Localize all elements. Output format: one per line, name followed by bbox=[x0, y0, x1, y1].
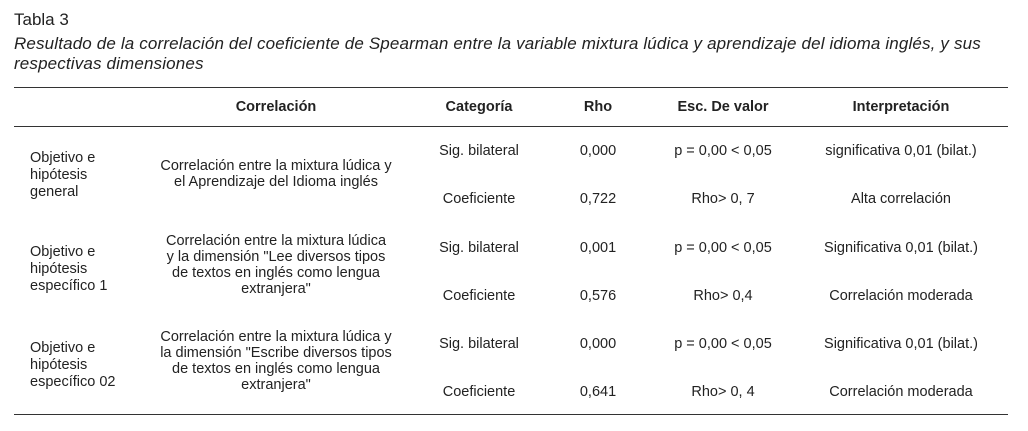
interpretacion-cell: Alta correlación bbox=[851, 191, 951, 207]
esc-valor-cell: Rho> 0, 7 bbox=[691, 191, 755, 207]
objetivo-line: Objetivo e bbox=[30, 340, 96, 356]
correlacion-line: extranjera" bbox=[241, 377, 311, 393]
header-rho: Rho bbox=[583, 99, 613, 115]
objetivo-line: específico 1 bbox=[30, 278, 108, 294]
interpretacion-cell: Correlación moderada bbox=[829, 288, 973, 304]
header-categoria: Categoría bbox=[445, 99, 513, 115]
esc-valor-cell: p = 0,00 < 0,05 bbox=[674, 240, 772, 256]
header-esc-valor: Esc. De valor bbox=[677, 99, 769, 115]
objetivo-line: Objetivo e bbox=[30, 150, 96, 166]
bottom-rule bbox=[14, 414, 1008, 415]
correlacion-line: Correlación entre la mixtura lúdica y bbox=[160, 158, 392, 174]
categoria-cell: Coeficiente bbox=[442, 288, 516, 304]
rho-cell: 0,001 bbox=[579, 240, 617, 256]
categoria-cell: Coeficiente bbox=[442, 191, 516, 207]
interpretacion-cell: Significativa 0,01 (bilat.) bbox=[824, 336, 978, 352]
correlacion-line: de textos en inglés como lengua bbox=[172, 265, 380, 281]
esc-valor-cell: Rho> 0,4 bbox=[693, 288, 753, 304]
objetivo-line: Objetivo e bbox=[30, 244, 96, 260]
correlacion-line: de textos en inglés como lengua bbox=[172, 361, 380, 377]
esc-valor-cell: p = 0,00 < 0,05 bbox=[674, 336, 772, 352]
table-caption: Resultado de la correlación del coeficie… bbox=[14, 34, 981, 73]
esc-valor-cell: Rho> 0, 4 bbox=[691, 384, 755, 400]
rho-cell: 0,576 bbox=[579, 288, 617, 304]
objetivo-line: hipótesis bbox=[30, 357, 88, 373]
rho-cell: 0,000 bbox=[579, 143, 617, 159]
interpretacion-cell: Significativa 0,01 (bilat.) bbox=[824, 240, 978, 256]
correlacion-line: Correlación entre la mixtura lúdica bbox=[165, 233, 387, 249]
correlacion-line: la dimensión "Escribe diversos tipos bbox=[160, 345, 392, 361]
correlacion-line: el Aprendizaje del Idioma inglés bbox=[174, 174, 378, 190]
esc-valor-cell: p = 0,00 < 0,05 bbox=[674, 143, 772, 159]
objetivo-line: hipótesis bbox=[30, 167, 88, 183]
correlacion-line: y la dimensión "Lee diversos tipos bbox=[166, 249, 386, 265]
top-rule bbox=[14, 87, 1008, 88]
objetivo-line: hipótesis bbox=[30, 261, 88, 277]
objetivo-line: general bbox=[30, 184, 79, 200]
objetivo-line: específico 02 bbox=[30, 374, 116, 390]
interpretacion-cell: Correlación moderada bbox=[829, 384, 973, 400]
categoria-cell: Sig. bilateral bbox=[439, 143, 519, 159]
interpretacion-cell: significativa 0,01 (bilat.) bbox=[825, 143, 977, 159]
categoria-cell: Coeficiente bbox=[442, 384, 516, 400]
header-rule bbox=[14, 126, 1008, 127]
table-label: Tabla 3 bbox=[14, 10, 69, 29]
categoria-cell: Sig. bilateral bbox=[439, 240, 519, 256]
rho-cell: 0,641 bbox=[579, 384, 617, 400]
categoria-cell: Sig. bilateral bbox=[439, 336, 519, 352]
header-correlacion: Correlación bbox=[235, 99, 317, 115]
correlacion-line: extranjera" bbox=[241, 281, 311, 297]
header-interpretacion: Interpretación bbox=[852, 99, 950, 115]
rho-cell: 0,722 bbox=[579, 191, 617, 207]
rho-cell: 0,000 bbox=[579, 336, 617, 352]
correlacion-line: Correlación entre la mixtura lúdica y bbox=[160, 329, 392, 345]
